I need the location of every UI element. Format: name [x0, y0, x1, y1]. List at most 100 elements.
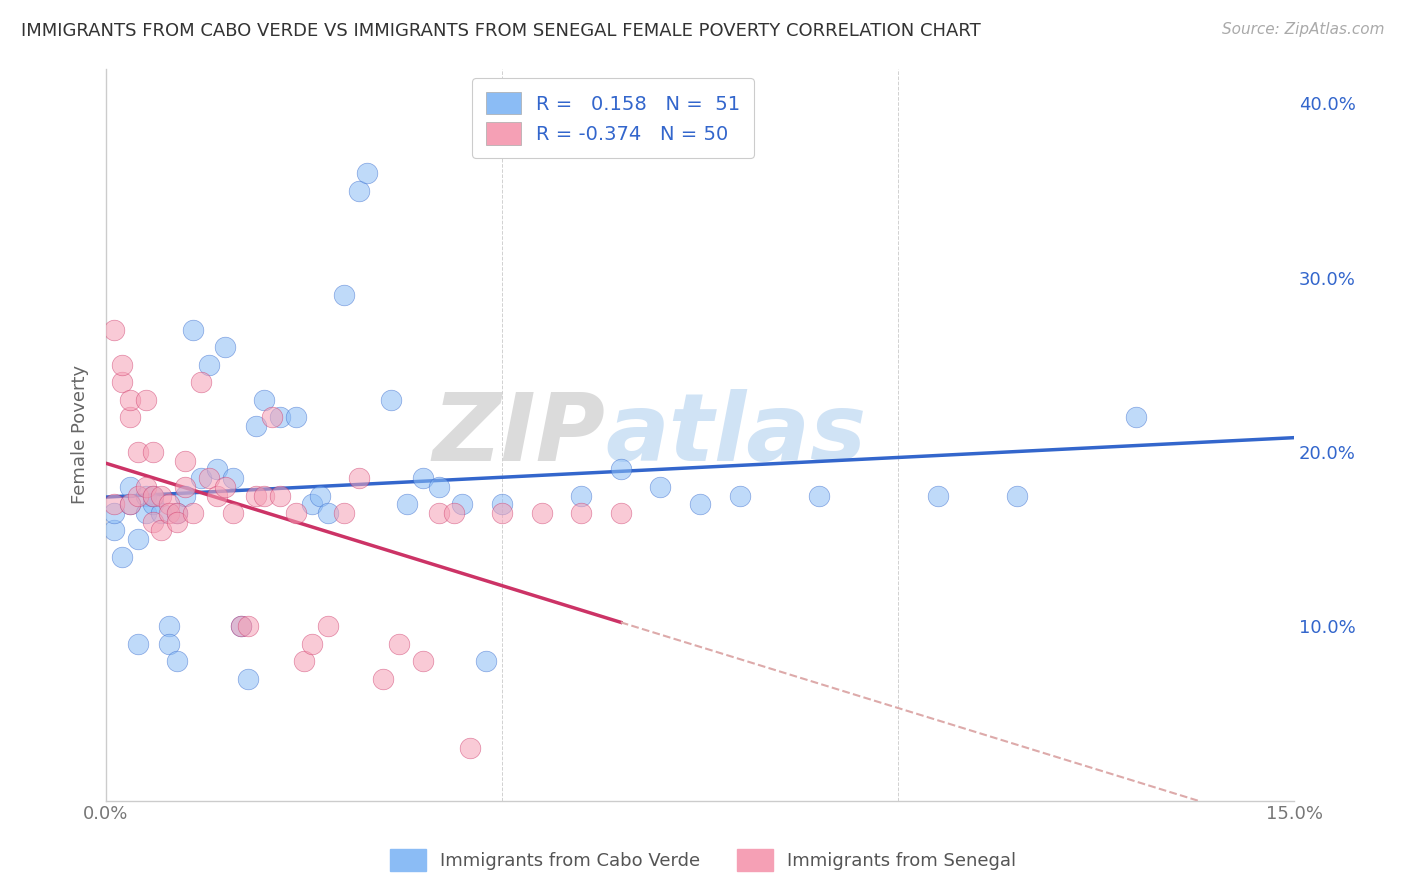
Point — [689, 497, 711, 511]
Point — [198, 358, 221, 372]
Point — [1125, 410, 1147, 425]
Point — [111, 358, 134, 372]
Point — [198, 471, 221, 485]
Point — [332, 288, 354, 302]
Point — [301, 497, 323, 511]
Point — [412, 654, 434, 668]
Point — [205, 489, 228, 503]
Point — [134, 506, 156, 520]
Text: ZIP: ZIP — [432, 389, 605, 481]
Point — [285, 410, 308, 425]
Point — [142, 497, 165, 511]
Point — [807, 489, 830, 503]
Point — [142, 445, 165, 459]
Text: atlas: atlas — [605, 389, 866, 481]
Point — [388, 637, 411, 651]
Point — [166, 506, 188, 520]
Point — [491, 506, 513, 520]
Point — [373, 672, 395, 686]
Point — [569, 506, 592, 520]
Point — [205, 462, 228, 476]
Point — [269, 489, 291, 503]
Point — [111, 376, 134, 390]
Point — [134, 489, 156, 503]
Point — [301, 637, 323, 651]
Point — [157, 506, 180, 520]
Point — [458, 741, 481, 756]
Point — [610, 462, 633, 476]
Point — [142, 489, 165, 503]
Point — [157, 637, 180, 651]
Point — [157, 619, 180, 633]
Y-axis label: Female Poverty: Female Poverty — [72, 365, 89, 504]
Point — [103, 506, 125, 520]
Point — [142, 515, 165, 529]
Point — [174, 453, 197, 467]
Point — [134, 480, 156, 494]
Point — [118, 392, 141, 407]
Point — [103, 497, 125, 511]
Point — [262, 410, 284, 425]
Point — [728, 489, 751, 503]
Point — [181, 323, 204, 337]
Point — [157, 497, 180, 511]
Point — [491, 497, 513, 511]
Point — [134, 392, 156, 407]
Point — [127, 637, 149, 651]
Point — [427, 480, 450, 494]
Text: Source: ZipAtlas.com: Source: ZipAtlas.com — [1222, 22, 1385, 37]
Point — [332, 506, 354, 520]
Point — [174, 489, 197, 503]
Point — [166, 654, 188, 668]
Point — [395, 497, 418, 511]
Point — [111, 549, 134, 564]
Point — [238, 619, 260, 633]
Point — [316, 506, 339, 520]
Point — [166, 506, 188, 520]
Point — [349, 184, 371, 198]
Text: IMMIGRANTS FROM CABO VERDE VS IMMIGRANTS FROM SENEGAL FEMALE POVERTY CORRELATION: IMMIGRANTS FROM CABO VERDE VS IMMIGRANTS… — [21, 22, 981, 40]
Point — [412, 471, 434, 485]
Point — [214, 480, 236, 494]
Point — [127, 532, 149, 546]
Point — [127, 445, 149, 459]
Point — [190, 471, 212, 485]
Point — [181, 506, 204, 520]
Point — [451, 497, 474, 511]
Point — [349, 471, 371, 485]
Legend: R =   0.158   N =  51, R = -0.374   N = 50: R = 0.158 N = 51, R = -0.374 N = 50 — [472, 78, 754, 158]
Point — [475, 654, 498, 668]
Point — [650, 480, 672, 494]
Point — [530, 506, 553, 520]
Point — [174, 480, 197, 494]
Point — [245, 489, 267, 503]
Point — [285, 506, 308, 520]
Point — [229, 619, 252, 633]
Point — [308, 489, 330, 503]
Point — [569, 489, 592, 503]
Point — [229, 619, 252, 633]
Point — [214, 340, 236, 354]
Point — [927, 489, 949, 503]
Point — [221, 471, 243, 485]
Point — [150, 489, 173, 503]
Point — [127, 489, 149, 503]
Point — [118, 410, 141, 425]
Point — [356, 166, 378, 180]
Point — [103, 323, 125, 337]
Point — [190, 376, 212, 390]
Point — [238, 672, 260, 686]
Point — [380, 392, 402, 407]
Legend: Immigrants from Cabo Verde, Immigrants from Senegal: Immigrants from Cabo Verde, Immigrants f… — [382, 842, 1024, 879]
Point — [103, 524, 125, 538]
Point — [118, 497, 141, 511]
Point — [253, 392, 276, 407]
Point — [245, 418, 267, 433]
Point — [610, 506, 633, 520]
Point — [118, 480, 141, 494]
Point — [1005, 489, 1028, 503]
Point — [427, 506, 450, 520]
Point — [150, 524, 173, 538]
Point — [221, 506, 243, 520]
Point — [316, 619, 339, 633]
